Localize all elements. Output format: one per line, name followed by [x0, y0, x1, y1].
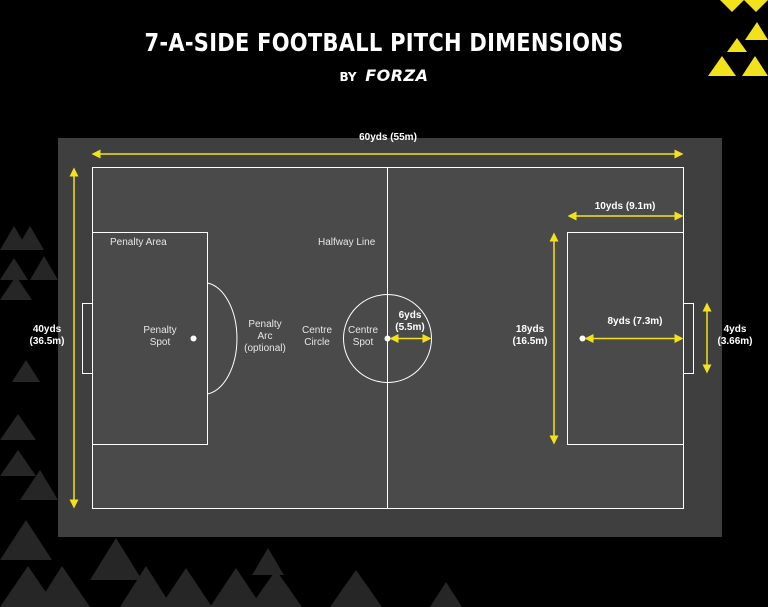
yellow-triangles-decoration [708, 0, 768, 76]
area-width-label-line2: (16.5m) [512, 336, 548, 347]
centre-spot [384, 335, 391, 342]
centre-spot-label-line2: Spot [352, 337, 374, 348]
area-width-label: 18yds (16.5m) [506, 324, 554, 348]
centre-spot-label-line1: Centre [347, 325, 378, 336]
right-goal [683, 303, 694, 374]
gray-triangles-decoration [0, 226, 462, 607]
circle-radius-label: 6yds (5.5m) [390, 310, 430, 334]
pitch-length-label: 60yds (55m) [359, 132, 417, 143]
left-penalty-spot [190, 335, 197, 342]
halfway-line-label: Halfway Line [318, 237, 376, 248]
page-title: 7-A-SIDE FOOTBALL PITCH DIMENSIONS [144, 28, 624, 57]
penalty-arc-label: Penalty Arc (optional) [238, 319, 292, 355]
dimension-arrows [69, 149, 712, 509]
centre-circle-label: Centre Circle [296, 325, 338, 349]
penalty-arc-label-line1: Penalty [248, 319, 282, 330]
spot-distance-label: 8yds (7.3m) [607, 316, 663, 327]
circle-radius-label-line2: (5.5m) [395, 322, 425, 333]
penalty-spot-label-line2: Spot [149, 337, 171, 348]
area-length-label: 10yds (9.1m) [594, 201, 656, 212]
pitch-width-label: 40yds (36.5m) [22, 324, 72, 348]
penalty-spot-label-line1: Penalty [143, 325, 177, 336]
goal-width-label-line2: (3.66m) [717, 336, 753, 347]
left-goal [82, 303, 93, 374]
area-width-label-line1: 18yds [515, 324, 545, 335]
brand-logo-text: FORZA [365, 66, 429, 85]
penalty-arc-label-line2: Arc [257, 331, 273, 342]
penalty-arc [207, 282, 238, 395]
pitch-spots [190, 335, 586, 342]
penalty-arc-label-line3: (optional) [244, 343, 286, 354]
pitch-width-label-line2: (36.5m) [29, 336, 65, 347]
right-penalty-spot [579, 335, 586, 342]
byline-by: BY [339, 70, 357, 84]
goal-width-label: 4yds (3.66m) [712, 324, 758, 348]
byline: BY FORZA [0, 66, 768, 85]
penalty-spot-label: Penalty Spot [135, 325, 185, 349]
centre-circle-label-line2: Circle [304, 337, 330, 348]
circle-radius-label-line1: 6yds [398, 310, 422, 321]
centre-circle [343, 294, 432, 383]
goal-width-label-line1: 4yds [723, 324, 747, 335]
centre-spot-label: Centre Spot [342, 325, 384, 349]
pitch-width-label-line1: 40yds [32, 324, 62, 335]
centre-circle-label-line1: Centre [301, 325, 332, 336]
penalty-area-label: Penalty Area [110, 237, 167, 248]
